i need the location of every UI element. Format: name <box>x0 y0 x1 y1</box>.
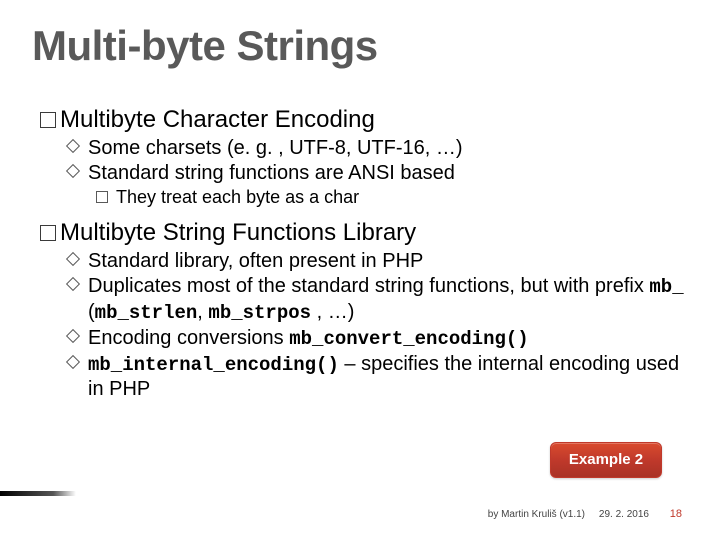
bullet-2-1: Standard library, often present in PHP <box>68 249 690 274</box>
code-mb-internal: mb_internal_encoding() <box>88 354 339 376</box>
diamond-bullet-icon <box>66 164 80 178</box>
slide-title: Multi-byte Strings <box>32 22 378 70</box>
footer-author: by Martin Kruliš (v1.1) <box>488 509 585 520</box>
diamond-bullet-icon <box>66 139 80 153</box>
bullet-2-2b-mid1: ( <box>88 301 95 323</box>
page-number: 18 <box>670 508 682 520</box>
diamond-bullet-icon <box>66 329 80 343</box>
diamond-bullet-icon <box>66 355 80 369</box>
footer-stripe-icon <box>0 491 76 496</box>
bullet-2-4: mb_internal_encoding() – specifies the i… <box>68 352 690 403</box>
bullet-2-2: Duplicates most of the standard string f… <box>68 274 690 326</box>
bullet-2-3: Encoding conversions mb_convert_encoding… <box>68 326 690 352</box>
footer-date: 29. 2. 2016 <box>599 509 649 520</box>
slide: Multi-byte Strings Multibyte Character E… <box>0 0 720 540</box>
bullet-2-3-pre: Encoding conversions <box>88 327 289 349</box>
section-heading-1: Multibyte Character Encoding <box>40 106 690 134</box>
bullet-1-2-text: Standard string functions are ANSI based <box>88 162 455 184</box>
bullet-2-2a-text: Duplicates most of the standard string f… <box>88 275 515 297</box>
bullet-1-2: Standard string functions are ANSI based <box>68 161 690 186</box>
bullet-2-4-post-a: – specifies the internal <box>339 353 544 375</box>
diamond-bullet-icon <box>66 252 80 266</box>
example-button[interactable]: Example 2 <box>550 442 662 478</box>
square-bullet-icon <box>96 191 108 203</box>
heading-2-pre: Multibyte <box>60 219 156 246</box>
code-mb-convert: mb_convert_encoding() <box>289 328 528 350</box>
bullet-2-2b-post: , …) <box>311 301 354 323</box>
section-heading-2: Multibyte String Functions Library <box>40 219 690 247</box>
diamond-bullet-icon <box>66 277 80 291</box>
square-bullet-icon <box>40 225 56 241</box>
square-bullet-icon <box>40 112 56 128</box>
bullet-2-2b-pre: but with prefix <box>520 275 649 297</box>
footer: by Martin Kruliš (v1.1) 29. 2. 2016 18 <box>488 508 682 520</box>
bullet-1-2a-text: They treat each byte as a char <box>116 187 359 207</box>
bullet-1-2a: They treat each byte as a char <box>96 186 690 209</box>
bullet-1-1-text: Some charsets (e. g. , UTF-8, UTF-16, …) <box>88 137 463 159</box>
bullet-1-1: Some charsets (e. g. , UTF-8, UTF-16, …) <box>68 136 690 161</box>
content-area: Multibyte Character Encoding Some charse… <box>40 100 690 402</box>
heading-2-post: String Functions Library <box>156 219 416 246</box>
code-mb-strlen: mb_strlen <box>95 302 198 324</box>
code-mb-strpos: mb_strpos <box>208 302 311 324</box>
bullet-2-2b-mid2: , <box>197 301 208 323</box>
code-mb-prefix: mb_ <box>649 276 683 298</box>
bullet-2-1-text: Standard library, often present in PHP <box>88 250 423 272</box>
heading-1-pre: Multibyte <box>60 106 156 133</box>
heading-1-post: Character Encoding <box>156 106 375 133</box>
